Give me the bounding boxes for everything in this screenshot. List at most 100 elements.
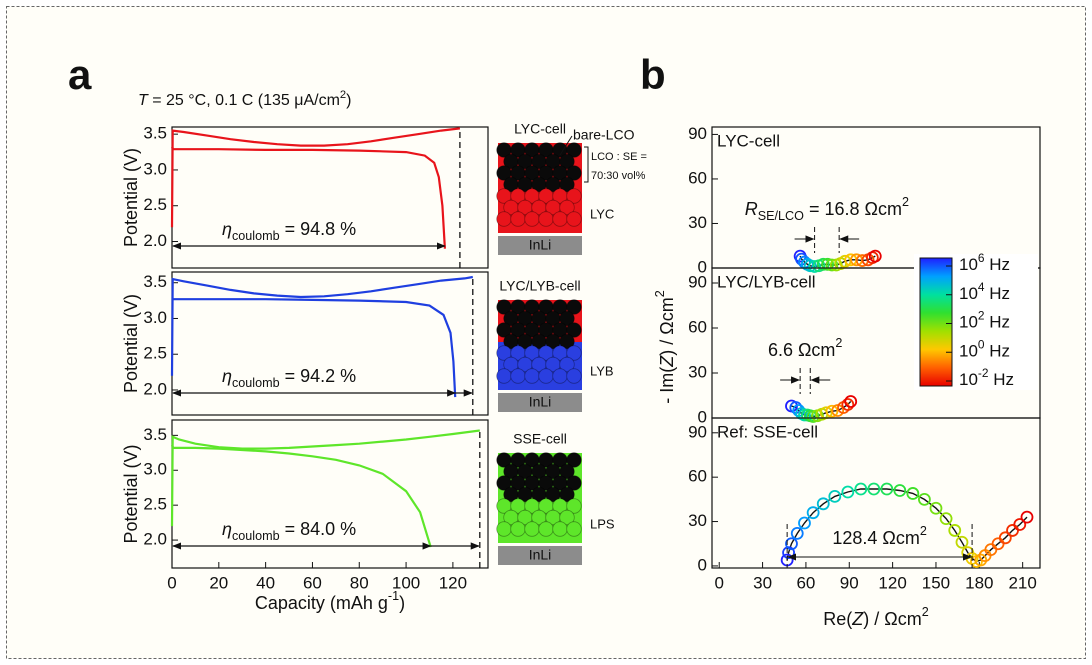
y-tick-label: 60 xyxy=(688,317,707,336)
impedance-point xyxy=(821,257,834,271)
coulomb-efficiency: ηcoulomb = 94.8 % xyxy=(222,219,356,244)
impedance-point xyxy=(825,258,839,272)
text-part: -2 xyxy=(978,366,989,380)
colorbar-label: 102 Hz xyxy=(959,309,1010,332)
y-tick-label: 3.0 xyxy=(143,159,167,178)
panel-label: a xyxy=(68,51,92,98)
text-part: 2 xyxy=(835,336,842,350)
colorbar-label: 104 Hz xyxy=(959,280,1010,303)
y-tick-label: 3.0 xyxy=(143,308,167,327)
text-part: 0 xyxy=(978,337,985,351)
impedance-point xyxy=(868,249,882,263)
lco-particle xyxy=(566,452,582,468)
x-tick-label: 30 xyxy=(753,573,772,592)
text-part: η xyxy=(222,519,232,539)
anode xyxy=(498,393,582,412)
x-tick-label: 20 xyxy=(209,573,228,592)
impedance-point xyxy=(825,404,839,418)
colorbar-label: 10-2 Hz xyxy=(959,366,1014,389)
text-part: 2 xyxy=(902,195,909,209)
impedance-point xyxy=(893,484,907,497)
text-part: ) / Ωcm xyxy=(657,297,677,355)
y-tick-label: 30 xyxy=(688,511,707,530)
curve xyxy=(170,444,432,548)
se-particle xyxy=(538,368,554,384)
se-label: LYB xyxy=(590,363,614,378)
y-tick-label: 3.5 xyxy=(143,124,167,143)
se-particle xyxy=(510,211,526,227)
curve xyxy=(171,297,457,398)
colorbar-label: 106 Hz xyxy=(959,251,1010,274)
cell-title: LYC-cell xyxy=(514,121,566,137)
se-particle xyxy=(538,521,554,537)
note: 70:30 vol% xyxy=(591,170,646,182)
impedance-point xyxy=(798,516,811,530)
y-axis-label: - Im(Z) / Ωcm2 xyxy=(653,290,676,403)
text-part: 10 xyxy=(959,342,978,361)
resistance-label: RSE/LCO = 16.8 Ωcm2 xyxy=(745,195,909,223)
se-particle xyxy=(559,199,575,216)
x-axis-label: Capacity (mAh g-1) xyxy=(255,589,405,612)
lco-particle xyxy=(559,176,575,193)
y-tick-label: 0 xyxy=(698,407,707,426)
text-part: = 94.2 % xyxy=(280,366,357,386)
y-tick-label: 2.0 xyxy=(143,379,167,398)
colorbar xyxy=(919,257,953,387)
resistance-label: 128.4 Ωcm2 xyxy=(832,524,927,547)
se-particle xyxy=(496,368,512,384)
impedance-point xyxy=(880,482,894,496)
se-particle xyxy=(566,498,582,514)
text-part: Capacity (mAh g xyxy=(255,593,388,613)
text-part: ) xyxy=(346,92,351,109)
se-label: LPS xyxy=(590,516,615,531)
lco-particle xyxy=(566,165,582,181)
x-tick-label: 90 xyxy=(840,573,859,592)
se-label: LYC xyxy=(590,206,614,221)
x-tick-label: 120 xyxy=(439,573,467,592)
impedance-point xyxy=(1020,510,1034,524)
y-tick-label: 0 xyxy=(698,555,707,574)
x-tick-label: 210 xyxy=(1008,573,1036,592)
text-part: Hz xyxy=(985,284,1011,303)
impedance-point xyxy=(955,535,969,549)
impedance-point xyxy=(844,395,858,408)
text-part: 2 xyxy=(340,89,346,101)
x-tick-label: 150 xyxy=(922,573,950,592)
plot-frame xyxy=(711,417,1041,569)
text-part: SE/LCO xyxy=(758,209,804,223)
se-particle xyxy=(496,211,512,227)
impedance-point xyxy=(790,526,804,540)
text-part: Hz xyxy=(985,255,1011,274)
lco-particle xyxy=(559,486,575,503)
se-particle xyxy=(559,356,575,373)
leader xyxy=(559,135,573,156)
x-tick-label: 60 xyxy=(796,573,815,592)
se-particle xyxy=(524,211,540,227)
x-tick-label: 60 xyxy=(303,573,322,592)
text-part: coulomb xyxy=(232,229,280,243)
se-particle xyxy=(524,368,540,384)
y-tick-label: 0 xyxy=(698,257,707,276)
text-part: coulomb xyxy=(232,376,280,390)
x-tick-label: 80 xyxy=(350,573,369,592)
y-tick-label: 2.5 xyxy=(143,495,167,514)
cell-title: SSE-cell xyxy=(513,431,567,447)
text-part: - Im( xyxy=(657,367,677,404)
se-particle xyxy=(552,368,568,384)
note: bare-LCO xyxy=(573,127,635,143)
cell-label: LYC/LYB-cell xyxy=(717,272,816,291)
text-part: η xyxy=(222,366,232,386)
text-part: η xyxy=(222,219,232,239)
y-tick-label: 60 xyxy=(688,467,707,486)
fit-line xyxy=(786,488,1028,563)
x-tick-label: 0 xyxy=(714,573,723,592)
lco-particle xyxy=(566,475,582,491)
cell-title: LYC/LYB-cell xyxy=(499,278,580,294)
coulomb-efficiency: ηcoulomb = 94.2 % xyxy=(222,366,356,391)
impedance-point xyxy=(906,487,920,500)
curve xyxy=(170,429,480,527)
curve xyxy=(171,146,446,249)
impedance-point xyxy=(806,506,820,520)
y-tick-label: 30 xyxy=(688,213,707,232)
